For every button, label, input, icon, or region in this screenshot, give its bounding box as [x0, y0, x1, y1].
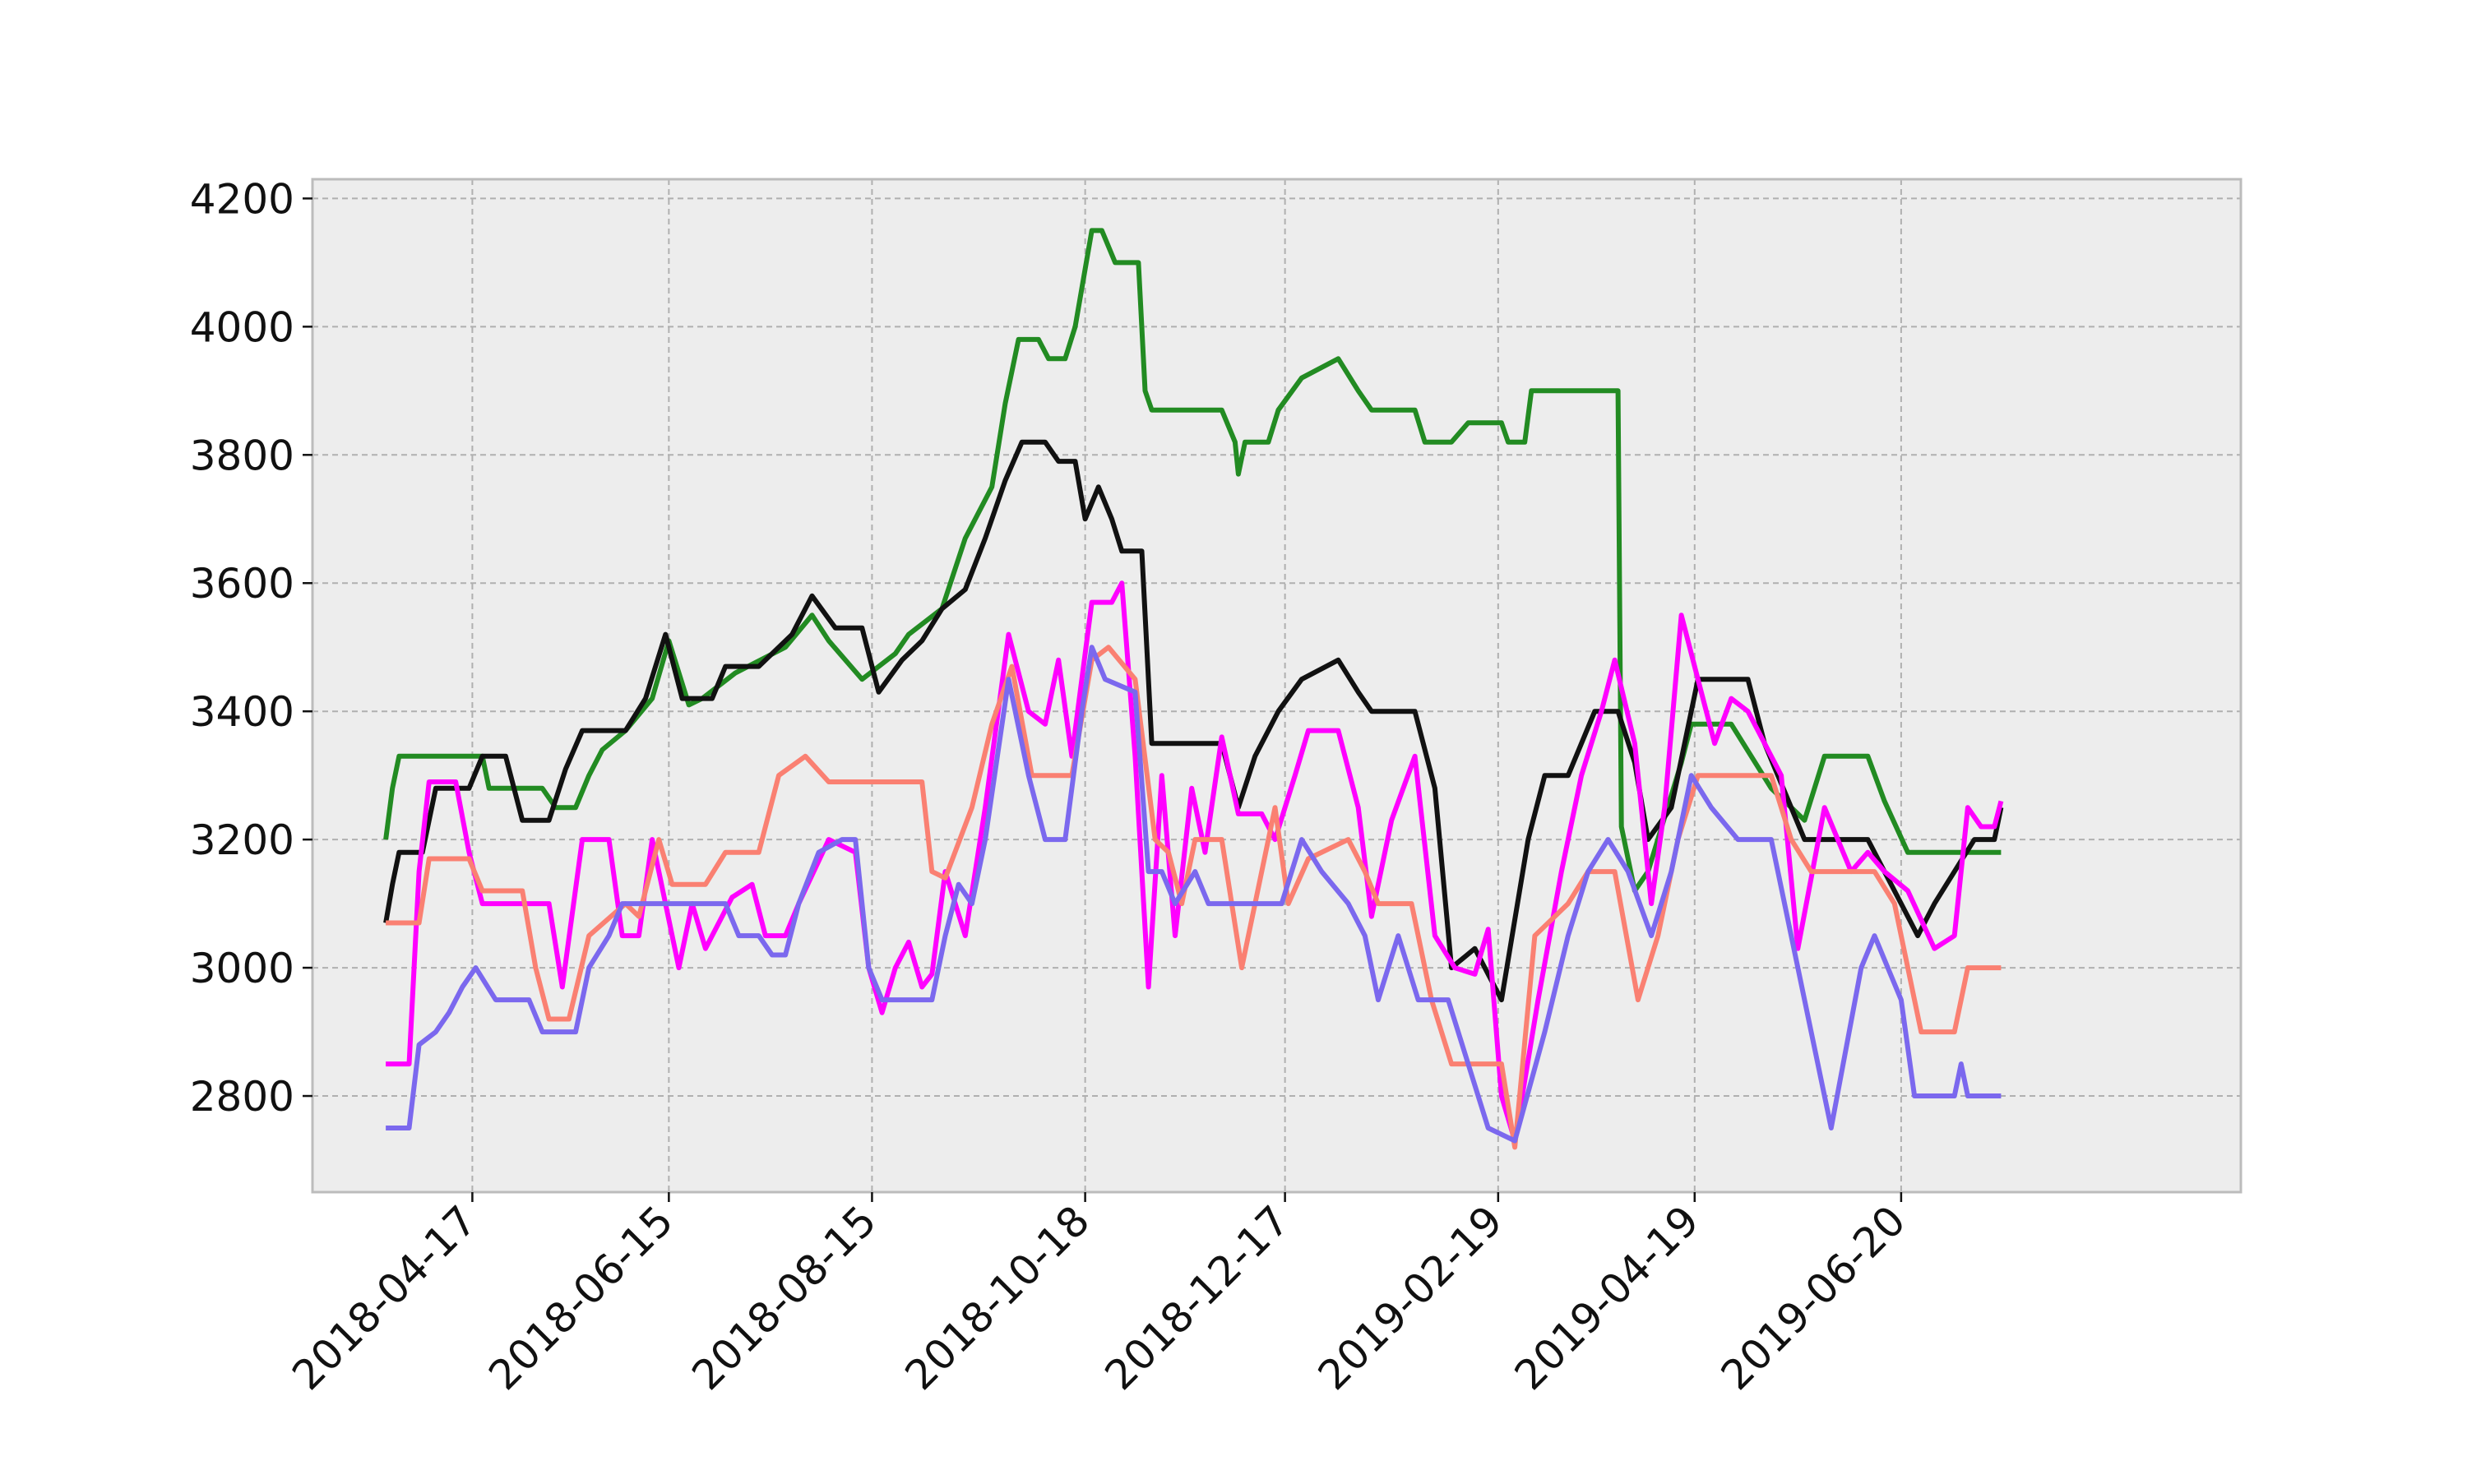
y-tick-label: 3600	[190, 560, 294, 608]
x-tick-label: 2018-12-17	[1096, 1196, 1298, 1398]
x-tick-label: 2018-08-15	[683, 1196, 885, 1398]
x-tick-label: 2018-04-17	[283, 1196, 485, 1398]
x-tick-label: 2019-06-20	[1712, 1196, 1914, 1398]
series-line-2	[383, 439, 2004, 1003]
series-line-4	[386, 645, 2002, 1150]
y-tick-label: 3800	[190, 432, 294, 479]
y-tick-label: 2800	[190, 1073, 294, 1121]
y-tick-label: 3000	[190, 945, 294, 992]
plot-background	[312, 179, 2241, 1192]
y-tick-label: 3400	[190, 688, 294, 736]
grid-layer	[312, 179, 2241, 1192]
series-line-3	[386, 580, 2004, 1144]
x-tick-label: 2019-04-19	[1506, 1196, 1708, 1398]
x-tick-label: 2019-02-19	[1309, 1196, 1511, 1398]
series-line-1	[383, 228, 2002, 894]
y-tick-label: 4200	[190, 175, 294, 223]
plot-frame	[311, 178, 2243, 1194]
y-tick-label: 4000	[190, 303, 294, 351]
y-tick-label: 3200	[190, 816, 294, 864]
x-tick-label: 2018-06-15	[479, 1196, 682, 1398]
x-tick-label: 2018-10-18	[896, 1196, 1099, 1398]
series-layer	[383, 228, 2004, 1150]
series-line-5	[386, 645, 2002, 1144]
